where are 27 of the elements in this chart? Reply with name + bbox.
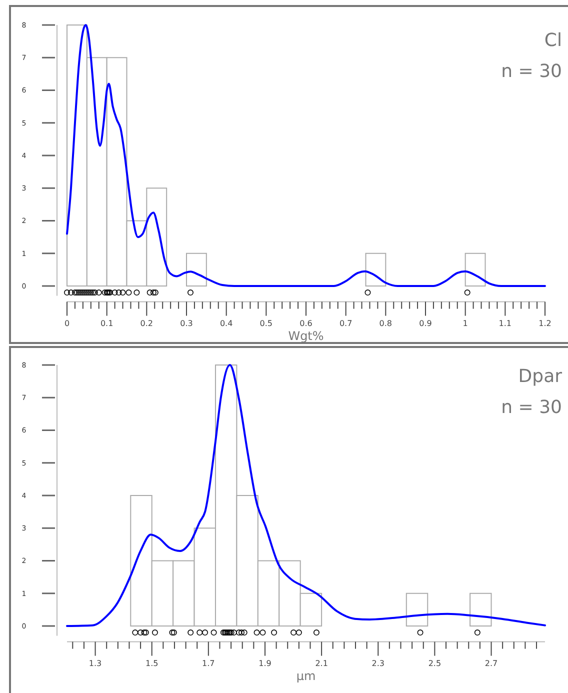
- x-tick-label: 0.2: [140, 318, 154, 328]
- x-tick-label: 0.8: [379, 318, 392, 328]
- x-tick-label: 1.9: [258, 658, 272, 668]
- x-axis-title: µm: [296, 668, 316, 683]
- x-tick-label: 0.6: [300, 318, 312, 328]
- text: n = 30: [501, 61, 562, 82]
- x-tick-label: 2.1: [315, 658, 328, 668]
- chart-title: Dpar: [518, 366, 563, 387]
- x-tick-label: 1.3: [88, 658, 102, 668]
- x-tick-label: 1.1: [498, 318, 512, 328]
- x-tick-label: 1.2: [538, 318, 552, 328]
- x-tick-label: 1.7: [202, 658, 215, 668]
- x-tick-label: 0: [64, 318, 70, 328]
- x-tick-label: 2.5: [428, 658, 442, 668]
- x-tick-label: 0.9: [419, 318, 432, 328]
- x-tick-label: 0.5: [260, 318, 273, 328]
- x-tick-label: 0.1: [100, 318, 114, 328]
- x-tick-label: 1: [462, 318, 468, 328]
- x-axis-title: Wgt%: [288, 328, 324, 343]
- x-tick-label: 0.7: [339, 318, 352, 328]
- x-tick-label: 1.5: [145, 658, 158, 668]
- x-tick-label: 0.4: [220, 318, 233, 328]
- x-tick-label: 2.3: [372, 658, 384, 668]
- text: n = 30: [501, 397, 562, 418]
- chart-title: Cl: [544, 30, 562, 51]
- x-tick-label: 0.3: [180, 318, 193, 328]
- x-tick-label: 2.7: [484, 658, 498, 668]
